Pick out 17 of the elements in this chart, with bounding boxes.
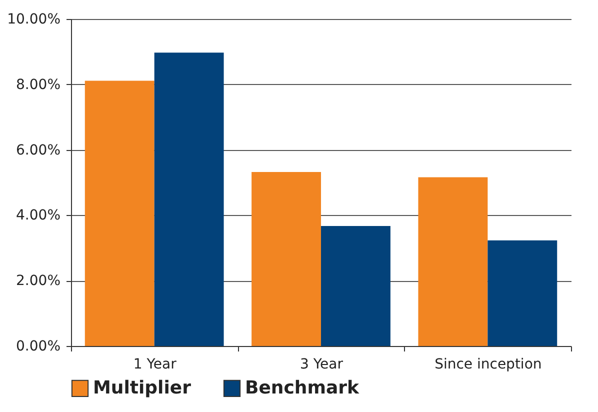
- y-tick-label: 8.00%: [16, 76, 60, 93]
- bar: [488, 240, 558, 346]
- bar: [418, 177, 488, 346]
- x-tick-label: 1 Year: [133, 356, 177, 372]
- bar: [84, 80, 154, 346]
- x-tick-label: Since inception: [434, 356, 542, 372]
- y-tick-label: 6.00%: [16, 142, 60, 158]
- legend-label: Multiplier: [93, 377, 192, 398]
- bar: [154, 52, 224, 346]
- bar: [252, 172, 321, 346]
- y-tick-label: 0.00%: [16, 338, 60, 354]
- y-tick-label: 10.00%: [7, 12, 60, 28]
- y-tick-label: 4.00%: [16, 208, 60, 224]
- y-tick-label: 2.00%: [16, 273, 60, 290]
- x-tick-label: 3 Year: [300, 356, 344, 372]
- legend-label: Benchmark: [245, 377, 360, 398]
- bar: [321, 226, 390, 346]
